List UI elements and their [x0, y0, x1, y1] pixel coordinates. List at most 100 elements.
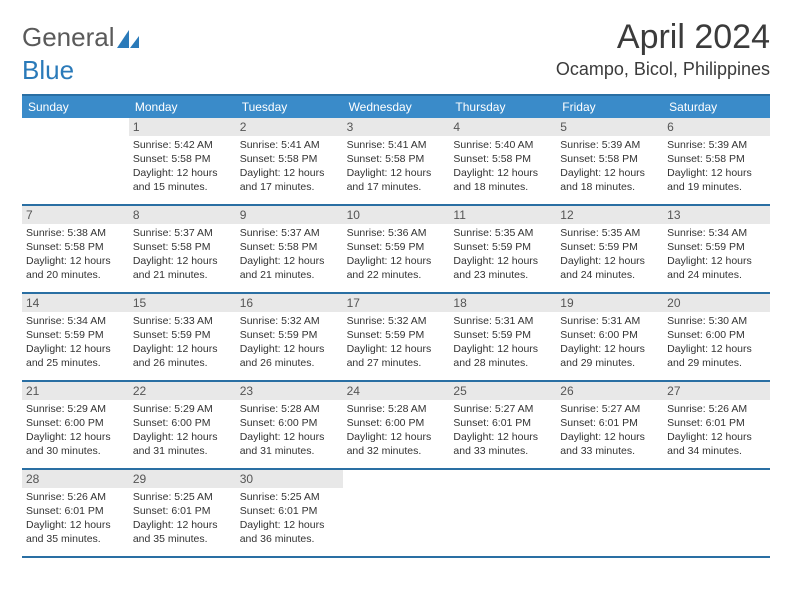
sunrise-text: Sunrise: 5:37 AM [133, 226, 232, 240]
calendar-day-cell: 16 Sunrise: 5:32 AMSunset: 5:59 PMDayligh… [236, 294, 343, 380]
sunset-text: Sunset: 5:58 PM [26, 240, 125, 254]
sunset-text: Sunset: 5:59 PM [240, 328, 339, 342]
calendar-day-cell [556, 470, 663, 556]
day-number: 29 [129, 470, 236, 488]
sunset-text: Sunset: 5:58 PM [347, 152, 446, 166]
daylight-text: Daylight: 12 hours and 18 minutes. [453, 166, 552, 194]
daylight-text: Daylight: 12 hours and 24 minutes. [560, 254, 659, 282]
sunset-text: Sunset: 5:59 PM [453, 328, 552, 342]
day-number: 5 [556, 118, 663, 136]
calendar-week-row: 1Sunrise: 5:42 AMSunset: 5:58 PMDaylight… [22, 118, 770, 206]
sunset-text: Sunset: 6:01 PM [133, 504, 232, 518]
sunset-text: Sunset: 6:01 PM [560, 416, 659, 430]
daylight-text: Daylight: 12 hours and 35 minutes. [26, 518, 125, 546]
daylight-text: Daylight: 12 hours and 18 minutes. [560, 166, 659, 194]
sunset-text: Sunset: 5:58 PM [240, 152, 339, 166]
sunrise-text: Sunrise: 5:41 AM [240, 138, 339, 152]
sunrise-text: Sunrise: 5:33 AM [133, 314, 232, 328]
calendar-day-cell [22, 118, 129, 204]
sunset-text: Sunset: 5:59 PM [26, 328, 125, 342]
calendar-day-cell: 19Sunrise: 5:31 AMSunset: 6:00 PMDayligh… [556, 294, 663, 380]
calendar-week-row: 21Sunrise: 5:29 AMSunset: 6:00 PMDayligh… [22, 382, 770, 470]
day-number: 13 [663, 206, 770, 224]
daylight-text: Daylight: 12 hours and 26 minutes. [240, 342, 339, 370]
calendar-day-cell: 22Sunrise: 5:29 AMSunset: 6:00 PMDayligh… [129, 382, 236, 468]
calendar-day-cell: 10Sunrise: 5:36 AMSunset: 5:59 PMDayligh… [343, 206, 450, 292]
sunrise-text: Sunrise: 5:32 AM [240, 314, 339, 328]
sunrise-text: Sunrise: 5:35 AM [560, 226, 659, 240]
sunrise-text: Sunrise: 5:42 AM [133, 138, 232, 152]
day-number: 25 [449, 382, 556, 400]
sunrise-text: Sunrise: 5:40 AM [453, 138, 552, 152]
day-number: 16 [236, 294, 343, 312]
daylight-text: Daylight: 12 hours and 17 minutes. [240, 166, 339, 194]
calendar-day-cell: 2Sunrise: 5:41 AMSunset: 5:58 PMDaylight… [236, 118, 343, 204]
calendar-day-cell: 3Sunrise: 5:41 AMSunset: 5:58 PMDaylight… [343, 118, 450, 204]
calendar-day-cell: 25Sunrise: 5:27 AMSunset: 6:01 PMDayligh… [449, 382, 556, 468]
day-number: 1 [129, 118, 236, 136]
day-number: 14 [22, 294, 129, 312]
calendar-day-cell: 20Sunrise: 5:30 AMSunset: 6:00 PMDayligh… [663, 294, 770, 380]
daylight-text: Daylight: 12 hours and 19 minutes. [667, 166, 766, 194]
daylight-text: Daylight: 12 hours and 29 minutes. [560, 342, 659, 370]
calendar-day-cell: 7Sunrise: 5:38 AMSunset: 5:58 PMDaylight… [22, 206, 129, 292]
calendar-day-cell: 4 Sunrise: 5:40 AMSunset: 5:58 PMDaylight… [449, 118, 556, 204]
calendar-week-row: 28Sunrise: 5:26 AMSunset: 6:01 PMDayligh… [22, 470, 770, 558]
month-title: April 2024 [556, 18, 770, 57]
calendar-day-cell: 13Sunrise: 5:34 AMSunset: 5:59 PMDayligh… [663, 206, 770, 292]
sunset-text: Sunset: 6:00 PM [26, 416, 125, 430]
sunset-text: Sunset: 5:58 PM [667, 152, 766, 166]
calendar-day-cell: 17Sunrise: 5:32 AMSunset: 5:59 PMDayligh… [343, 294, 450, 380]
sunset-text: Sunset: 5:58 PM [453, 152, 552, 166]
day-number: 24 [343, 382, 450, 400]
daylight-text: Daylight: 12 hours and 24 minutes. [667, 254, 766, 282]
calendar-day-cell: 8Sunrise: 5:37 AMSunset: 5:58 PMDaylight… [129, 206, 236, 292]
sunrise-text: Sunrise: 5:27 AM [453, 402, 552, 416]
day-of-week-label: Monday [129, 96, 236, 118]
daylight-text: Daylight: 12 hours and 31 minutes. [133, 430, 232, 458]
calendar-day-cell: 15Sunrise: 5:33 AMSunset: 5:59 PMDayligh… [129, 294, 236, 380]
sunset-text: Sunset: 5:58 PM [133, 152, 232, 166]
day-of-week-label: Friday [556, 96, 663, 118]
sunset-text: Sunset: 6:01 PM [667, 416, 766, 430]
sunset-text: Sunset: 6:00 PM [347, 416, 446, 430]
sunset-text: Sunset: 5:59 PM [667, 240, 766, 254]
daylight-text: Daylight: 12 hours and 23 minutes. [453, 254, 552, 282]
sunset-text: Sunset: 5:59 PM [347, 240, 446, 254]
day-number: 26 [556, 382, 663, 400]
day-of-week-label: Tuesday [236, 96, 343, 118]
day-number: 15 [129, 294, 236, 312]
sunset-text: Sunset: 6:01 PM [240, 504, 339, 518]
sunrise-text: Sunrise: 5:28 AM [240, 402, 339, 416]
sunrise-text: Sunrise: 5:37 AM [240, 226, 339, 240]
calendar-day-cell: 14 Sunrise: 5:34 AMSunset: 5:59 PMDayligh… [22, 294, 129, 380]
sunrise-text: Sunrise: 5:25 AM [133, 490, 232, 504]
calendar-day-cell [449, 470, 556, 556]
calendar-day-cell: 9Sunrise: 5:37 AMSunset: 5:58 PMDaylight… [236, 206, 343, 292]
day-of-week-label: Thursday [449, 96, 556, 118]
sunset-text: Sunset: 5:59 PM [347, 328, 446, 342]
calendar-day-cell: 24Sunrise: 5:28 AMSunset: 6:00 PMDayligh… [343, 382, 450, 468]
day-number: 4 [449, 118, 556, 136]
sunset-text: Sunset: 5:58 PM [560, 152, 659, 166]
daylight-text: Daylight: 12 hours and 15 minutes. [133, 166, 232, 194]
calendar-day-cell: 18Sunrise: 5:31 AMSunset: 5:59 PMDayligh… [449, 294, 556, 380]
calendar-day-cell: 1 Sunrise: 5:42 AMSunset: 5:58 PMDaylight… [129, 118, 236, 204]
daylight-text: Daylight: 12 hours and 21 minutes. [133, 254, 232, 282]
sunrise-text: Sunrise: 5:41 AM [347, 138, 446, 152]
sunrise-text: Sunrise: 5:26 AM [667, 402, 766, 416]
sunset-text: Sunset: 5:59 PM [453, 240, 552, 254]
sunrise-text: Sunrise: 5:34 AM [26, 314, 125, 328]
calendar-day-cell [663, 470, 770, 556]
day-number: 19 [556, 294, 663, 312]
location-subtitle: Ocampo, Bicol, Philippines [556, 59, 770, 80]
day-number: 23 [236, 382, 343, 400]
day-number: 9 [236, 206, 343, 224]
sunset-text: Sunset: 6:00 PM [240, 416, 339, 430]
daylight-text: Daylight: 12 hours and 25 minutes. [26, 342, 125, 370]
sunset-text: Sunset: 6:00 PM [667, 328, 766, 342]
calendar-grid: SundayMondayTuesdayWednesdayThursdayFrid… [22, 94, 770, 558]
days-of-week-header: SundayMondayTuesdayWednesdayThursdayFrid… [22, 94, 770, 118]
sunrise-text: Sunrise: 5:31 AM [453, 314, 552, 328]
sunrise-text: Sunrise: 5:32 AM [347, 314, 446, 328]
